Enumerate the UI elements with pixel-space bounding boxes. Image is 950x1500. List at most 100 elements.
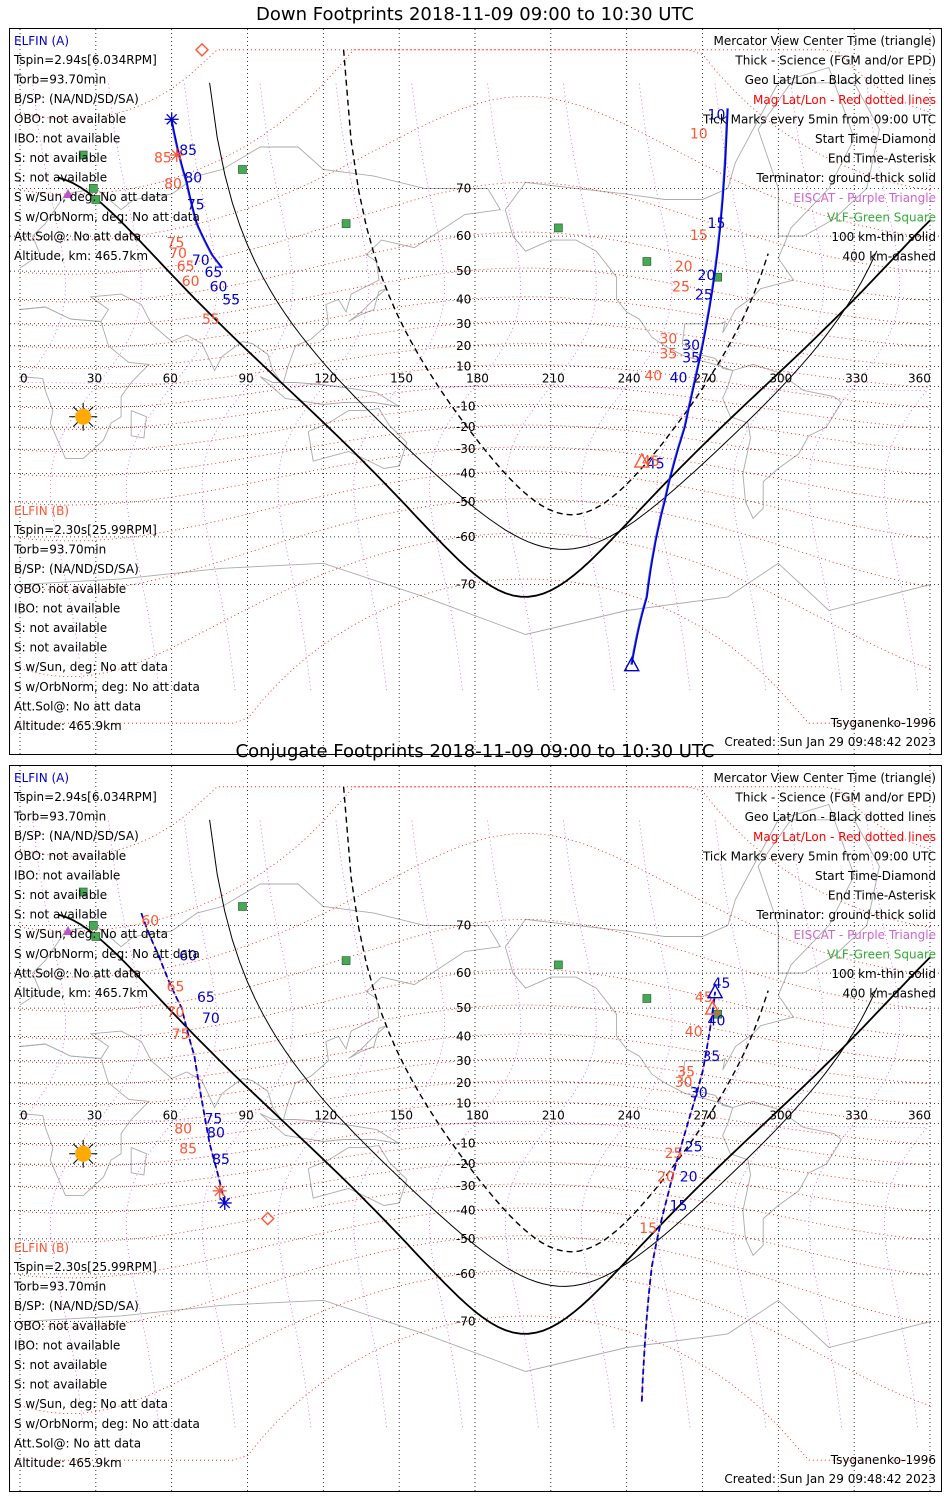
legend-entry: End Time-Asterisk xyxy=(828,889,936,903)
elfin-a-track-west-time-label: 65 xyxy=(197,990,215,1006)
lat-tick-label: 30 xyxy=(456,1054,471,1068)
elfin-a-track-west-time-label: 70 xyxy=(202,1011,220,1027)
lon-tick-label: 150 xyxy=(390,372,413,386)
footer-model: Tsyganenko-1996 xyxy=(830,1453,936,1467)
lat-tick-label: 60 xyxy=(456,229,471,243)
mag-parallel xyxy=(19,1269,931,1415)
elfin-b-track-east-time-label: 25 xyxy=(665,1146,683,1162)
lon-tick-label: 0 xyxy=(20,1109,28,1123)
sun-ray xyxy=(72,1143,78,1149)
coastline xyxy=(348,1025,387,1059)
coastline xyxy=(259,1113,400,1144)
lat-tick-label: -70 xyxy=(456,578,476,592)
lat-tick-label: -10 xyxy=(456,400,476,414)
vlf-station-square xyxy=(554,960,563,970)
mag-parallel xyxy=(19,1161,931,1214)
lon-tick-label: 210 xyxy=(542,372,565,386)
legend-entry: Mercator View Center Time (triangle) xyxy=(714,771,936,785)
vlf-station-square xyxy=(554,223,563,233)
center-triangle-a xyxy=(706,983,724,999)
elfin-a-track-west-time-label: 80 xyxy=(207,1125,225,1141)
elfin-b-track-west-time-label: 70 xyxy=(167,1005,185,1021)
vlf-station-square xyxy=(238,165,247,174)
lon-tick-label: 180 xyxy=(466,372,489,386)
lon-tick-label: 240 xyxy=(618,372,641,386)
elfin-b-info-line: S: not available xyxy=(14,1358,107,1372)
coastline xyxy=(19,1299,931,1372)
elfin-b-track-west-time-label: 60 xyxy=(182,274,200,290)
elfin-a-track-east-time-label: 35 xyxy=(703,1049,721,1065)
lon-tick-label: 330 xyxy=(845,372,868,386)
elfin-a-info-line: S: not available xyxy=(14,888,107,902)
elfin-a-info-line: Att.Sol@: No att data xyxy=(14,966,141,980)
page-title-down: Down Footprints 2018-11-09 09:00 to 10:3… xyxy=(256,4,694,25)
coastline xyxy=(348,288,387,322)
elfin-a-track-east-time-label: 15 xyxy=(670,1199,688,1215)
mag-parallel xyxy=(19,1183,931,1243)
legend-entry: Thick - Science (FGM and/or EPD) xyxy=(734,791,936,805)
vlf-station-square xyxy=(89,921,98,930)
elfin-b-track-west-time-label: 75 xyxy=(172,1027,190,1043)
lat-tick-label: 70 xyxy=(456,918,471,932)
coastline xyxy=(130,410,147,439)
terminator-400km xyxy=(342,49,769,516)
elfin-a-info-line: S w/Sun, deg: No att data xyxy=(14,190,168,204)
end-asterisk-a xyxy=(166,113,178,125)
legend-entry: Mercator View Center Time (triangle) xyxy=(714,34,936,48)
mag-parallel xyxy=(19,446,931,506)
elfin-b-track-east-time-label: 40 xyxy=(644,369,662,385)
elfin-a-info-line: S w/OrbNorm, deg: No att data xyxy=(14,210,200,224)
vlf-station-square xyxy=(642,257,652,266)
coastline xyxy=(19,306,150,460)
legend-entry: VLF-Green Square xyxy=(827,947,936,961)
elfin-a-track-west-time-label: 75 xyxy=(187,198,205,214)
elfin-b-track-east-time-label: 30 xyxy=(660,332,678,348)
elfin-b-info-line: S w/Sun, deg: No att data xyxy=(14,1397,168,1411)
sun-icon xyxy=(75,1145,92,1162)
lat-tick-label: -10 xyxy=(456,1137,476,1151)
elfin-b-track-east-time-label: 20 xyxy=(675,259,693,275)
elfin-b-info-line: Tspin=2.30s[25.99RPM] xyxy=(13,1260,157,1274)
lon-tick-label: 360 xyxy=(908,1109,931,1123)
mag-parallel xyxy=(19,532,931,678)
sun-ray xyxy=(88,422,94,427)
elfin-a-track-west-time-label: 85 xyxy=(212,1152,230,1168)
elfin-a-track-west-time-label: 80 xyxy=(184,170,202,186)
legend-entry: Terminator: ground-thick solid xyxy=(755,171,936,185)
elfin-b-track-east-time-label: 15 xyxy=(639,1221,657,1237)
elfin-a-track-east-line-b xyxy=(641,991,716,1402)
legend-entry: 400 km-dashed xyxy=(842,250,936,264)
elfin-b-track-west-time-label: 65 xyxy=(177,259,195,275)
legend-entry: EISCAT - Purple Triangle xyxy=(793,928,936,942)
footer-created: Created: Sun Jan 29 09:48:42 2023 xyxy=(724,1472,936,1486)
mag-parallel xyxy=(19,296,931,349)
elfin-a-track-east-time-label: 35 xyxy=(682,350,700,366)
start-diamond-icon xyxy=(260,1211,275,1226)
lon-tick-label: 90 xyxy=(239,1109,254,1123)
elfin-b-track-east-time-label: 40 xyxy=(685,1024,703,1040)
lat-tick-label: -20 xyxy=(456,420,476,434)
elfin-a-track-west-time-label: 65 xyxy=(205,265,223,281)
elfin-a-track-west-time-label: 55 xyxy=(222,293,240,309)
elfin-a-info-line: S w/Sun, deg: No att data xyxy=(14,927,168,941)
elfin-b-info-line: S w/Sun, deg: No att data xyxy=(14,660,168,674)
elfin-b-track-east-time-label: 15 xyxy=(690,228,708,244)
elfin-b-header: ELFIN (B) xyxy=(14,504,69,518)
elfin-b-track-east-time-label: 45 xyxy=(695,990,713,1006)
coastline xyxy=(130,1147,147,1176)
mag-parallel xyxy=(19,832,931,978)
lat-tick-label: -30 xyxy=(456,1179,476,1193)
sun-ray xyxy=(72,422,78,427)
elfin-b-header: ELFIN (B) xyxy=(14,1241,69,1255)
eiscat-triangle xyxy=(63,189,74,199)
lat-tick-label: -60 xyxy=(456,1267,476,1281)
elfin-a-track-east-time-label: 40 xyxy=(708,1014,726,1030)
elfin-a-track-east-time-label: 10 xyxy=(708,107,726,123)
coastline xyxy=(19,883,502,1123)
map-canvas-down: 0 30 60 90 120 150 180 210 240 270 300 330 360706050… xyxy=(10,29,941,754)
elfin-a-track-east-time-label: 25 xyxy=(685,1140,703,1156)
elfin-b-info-line: Att.Sol@: No att data xyxy=(14,1436,141,1450)
elfin-a-info-line: IBO: not available xyxy=(14,131,120,145)
end-asterisk-b xyxy=(171,149,183,161)
elfin-a-info-line: Altitude, km: 465.7km xyxy=(14,249,148,263)
